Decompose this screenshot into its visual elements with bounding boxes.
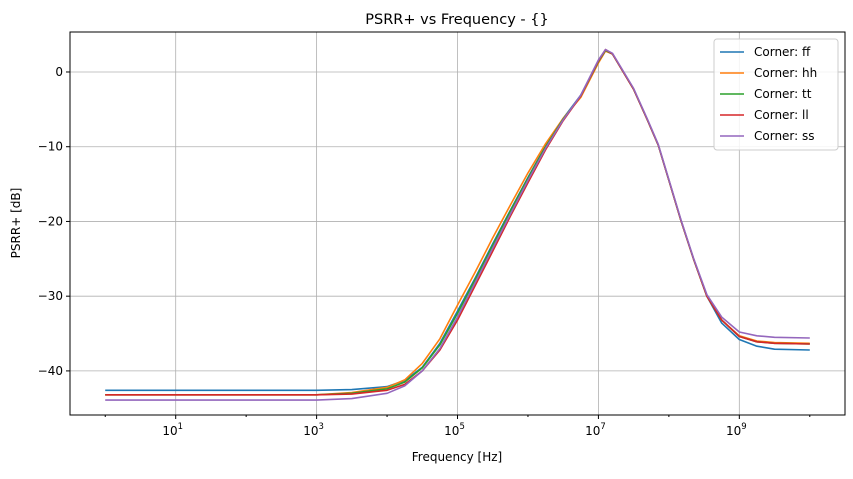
y-tick-label: −30 [38, 289, 63, 303]
y-tick-label: 0 [55, 65, 63, 79]
y-tick-label: −40 [38, 364, 63, 378]
x-tick-label: 103 [303, 422, 324, 438]
legend: Corner: ff Corner: hh Corner: tt Corner: ll… [713, 38, 839, 151]
y-axis-ticks: 0 −10 −20 −30 −40 [38, 65, 70, 378]
x-axis-ticks: 101 103 105 107 109 [104, 415, 811, 438]
x-tick-label: 105 [444, 422, 465, 438]
y-tick-label: −20 [38, 214, 63, 228]
chart-title: PSRR+ vs Frequency - {} [365, 12, 548, 28]
legend-label: Corner: tt [754, 87, 812, 101]
grid [70, 32, 845, 415]
legend-box [713, 38, 839, 151]
y-tick-label: −10 [38, 140, 63, 154]
x-tick-label: 101 [162, 422, 183, 438]
y-axis-label: PSRR+ [dB] [9, 188, 23, 259]
legend-label: Corner: ss [754, 129, 815, 143]
series-lines [105, 48, 810, 401]
legend-label: Corner: ff [754, 45, 811, 59]
series-line-ss [105, 48, 810, 401]
legend-label: Corner: hh [754, 66, 817, 80]
x-axis-label: Frequency [Hz] [412, 450, 503, 464]
x-tick-label: 109 [726, 422, 747, 438]
legend-label: Corner: ll [754, 108, 809, 122]
x-tick-label: 107 [585, 422, 606, 438]
